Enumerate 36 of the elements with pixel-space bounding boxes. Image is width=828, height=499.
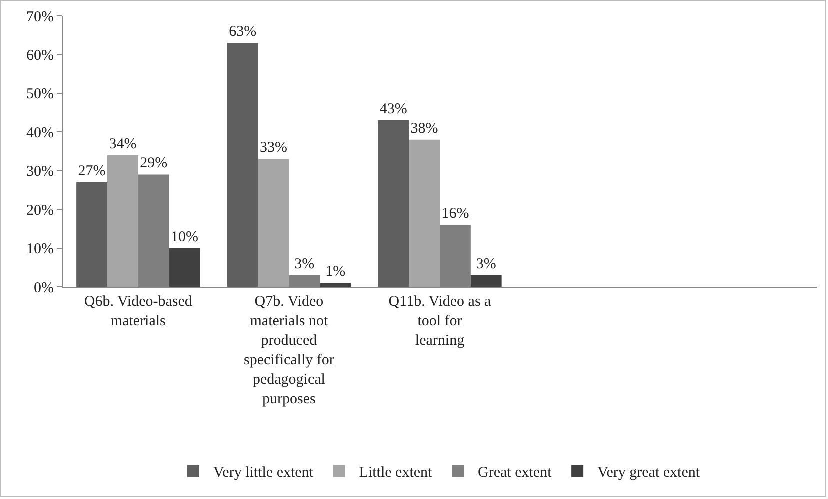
legend-label: Very little extent [214,465,314,482]
x-tick-label: Q11b. Video as a tool for learning [388,294,492,349]
data-label: 27% [78,163,106,180]
y-tick-label: 40% [26,125,54,142]
x-tick-label: Q7b. Video materials not produced specifically for pedagogical purposes [244,294,334,408]
data-label: 38% [410,120,438,137]
data-label: 3% [476,256,496,272]
y-tick-label: 30% [26,164,54,180]
y-tick-label: 20% [26,202,54,219]
data-label: 29% [140,156,168,172]
bar [378,120,410,287]
data-label: 63% [229,24,257,40]
bar [320,283,352,287]
data-label: 3% [294,256,315,272]
bar [76,182,108,287]
data-label: 33% [260,140,288,156]
bar [409,140,440,287]
legend-label: Great extent [478,465,553,482]
data-label: 1% [326,264,346,280]
legend-label: Little extent [359,465,434,482]
bar [169,248,200,287]
bar [107,155,138,287]
y-tick-label: 50% [26,86,54,103]
x-tick-label: Q6b. Video-based materials [84,294,193,330]
data-label: 43% [380,102,408,118]
y-tick-label: 0% [34,280,54,296]
data-label: 16% [442,206,470,222]
bar [470,275,502,287]
y-tick-label: 10% [26,242,54,258]
data-label: 34% [109,136,137,152]
y-tick-label: 60% [26,48,54,64]
bar [258,159,290,287]
legend-label: Very great extent [598,465,701,482]
y-tick-label: 70% [26,9,54,26]
data-label: 10% [171,229,199,246]
bar [227,43,258,287]
